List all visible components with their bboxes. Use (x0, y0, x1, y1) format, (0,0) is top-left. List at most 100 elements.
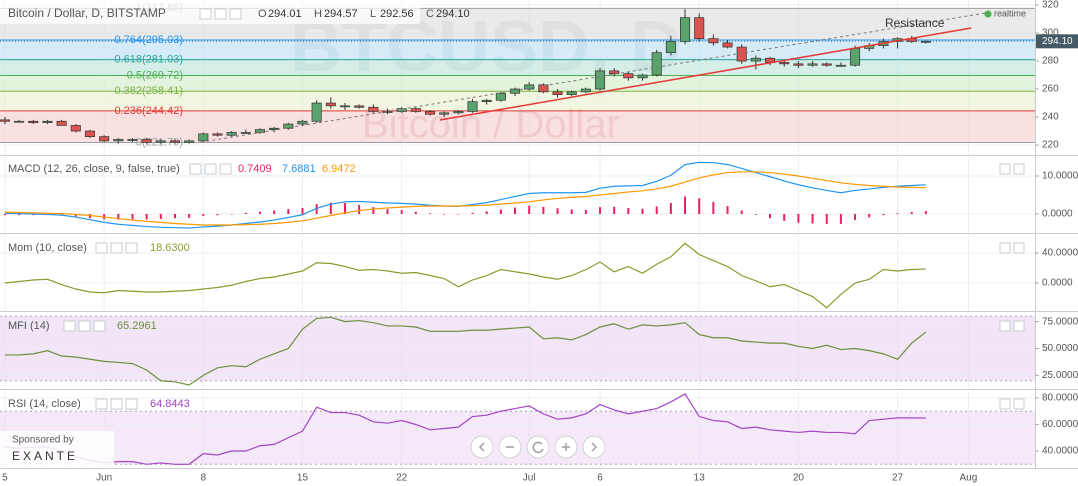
panel-button[interactable] (1013, 163, 1025, 175)
y-tick-label: 80.0000 (1042, 393, 1078, 404)
candle-body (736, 46, 747, 62)
histogram-bar (117, 214, 120, 220)
panel-icon[interactable] (63, 320, 76, 332)
x-tick-label: 6 (597, 473, 603, 484)
readout-value: 294.57 (324, 8, 358, 20)
panel-button[interactable] (1013, 398, 1025, 410)
histogram-bar (216, 214, 219, 216)
histogram-bar (315, 204, 318, 214)
y-tick-label: 40.0000 (1042, 446, 1078, 457)
series-value-label: 64.8443 (150, 398, 190, 410)
histogram-bar (3, 214, 6, 216)
trend-line (439, 27, 972, 121)
candle-body (481, 99, 492, 103)
candle-body (835, 64, 846, 67)
panel-icon[interactable] (125, 242, 138, 254)
histogram-bar (698, 198, 701, 214)
panel-icon[interactable] (78, 320, 91, 332)
candle-body (99, 136, 110, 142)
readout-value: 292.56 (380, 8, 414, 20)
series-value-label: 6.9472 (322, 163, 356, 175)
panel-button[interactable] (999, 242, 1011, 254)
panel-icon[interactable] (204, 163, 217, 175)
histogram-bar (839, 214, 842, 224)
x-tick-label: Jul (523, 473, 536, 484)
histogram-bar (344, 202, 346, 214)
candle-body (524, 84, 535, 90)
realtime-label: realtime (994, 8, 1026, 18)
panel-button[interactable] (1013, 320, 1025, 332)
y-tick-label: 0.0000 (1042, 278, 1073, 289)
histogram-bar (273, 210, 276, 214)
candle-body (297, 120, 308, 125)
candle-body (665, 41, 676, 53)
candle-body (56, 120, 67, 126)
panel-button[interactable] (999, 320, 1011, 332)
candle-body (694, 17, 705, 39)
sponsor-box[interactable]: Sponsored by EXANTE (0, 431, 114, 468)
candle-body (141, 139, 152, 143)
panel-icon[interactable] (95, 398, 108, 410)
histogram-bar (429, 213, 432, 214)
panel-icon[interactable] (214, 8, 227, 20)
candle-body (750, 57, 761, 62)
fib-zone (0, 110, 1035, 143)
histogram-bar (684, 196, 687, 214)
reset-button[interactable] (526, 435, 550, 459)
panel-icon[interactable] (199, 8, 212, 20)
candle-body (495, 92, 506, 101)
last-price-box (1036, 34, 1078, 49)
histogram-bar (400, 210, 403, 214)
y-tick-label: 260 (1042, 84, 1059, 95)
histogram-bar (641, 208, 644, 214)
panel-button[interactable] (1013, 242, 1025, 254)
icon (591, 442, 598, 452)
readout-key: H (314, 8, 322, 20)
histogram-bar (74, 214, 77, 217)
panel-icon[interactable] (229, 8, 242, 20)
histogram-bar (145, 214, 148, 220)
histogram-bar (783, 214, 786, 221)
series-line (4, 393, 926, 465)
panel-icon[interactable] (93, 320, 106, 332)
histogram-bar (301, 207, 304, 214)
candle-body (0, 119, 10, 122)
series-value-label: 18.6300 (150, 242, 190, 254)
candle-body (850, 48, 861, 66)
histogram-bar (740, 210, 743, 214)
y-tick-label: 280 (1042, 56, 1059, 67)
icon (562, 443, 570, 451)
panel-icon[interactable] (110, 242, 123, 254)
histogram-bar (584, 209, 587, 214)
histogram-bar (542, 206, 545, 214)
scroll-left-button[interactable] (470, 435, 494, 459)
panel-button[interactable] (999, 398, 1011, 410)
candle-body (779, 62, 790, 65)
candle-body (283, 123, 294, 129)
candle-body (821, 63, 832, 66)
panel-icon[interactable] (189, 163, 202, 175)
scroll-right-button[interactable] (582, 435, 606, 459)
series-value-label: 65.2961 (117, 320, 157, 332)
panel-icon[interactable] (125, 398, 138, 410)
sponsor-label: Sponsored by (12, 435, 74, 446)
panel-title: MFI (14) (8, 320, 50, 332)
histogram-bar (910, 212, 913, 214)
panel-button[interactable] (999, 163, 1011, 175)
panel-icon[interactable] (110, 398, 123, 410)
y-tick-label: 60.0000 (1042, 419, 1078, 430)
candle-body (566, 91, 577, 96)
panel-icon[interactable] (95, 242, 108, 254)
histogram-bar (627, 207, 630, 214)
candle-body (311, 102, 322, 122)
sponsor-background (0, 431, 114, 468)
fib-zone (0, 59, 1035, 76)
panel-icon[interactable] (219, 163, 232, 175)
x-tick-label: 13 (694, 473, 706, 484)
candle-body (382, 111, 393, 113)
candle-body (509, 88, 521, 94)
candle-body (184, 140, 195, 143)
annotation: Resistance (885, 16, 945, 30)
histogram-bar (18, 214, 21, 216)
x-tick-label: 8 (201, 473, 207, 484)
